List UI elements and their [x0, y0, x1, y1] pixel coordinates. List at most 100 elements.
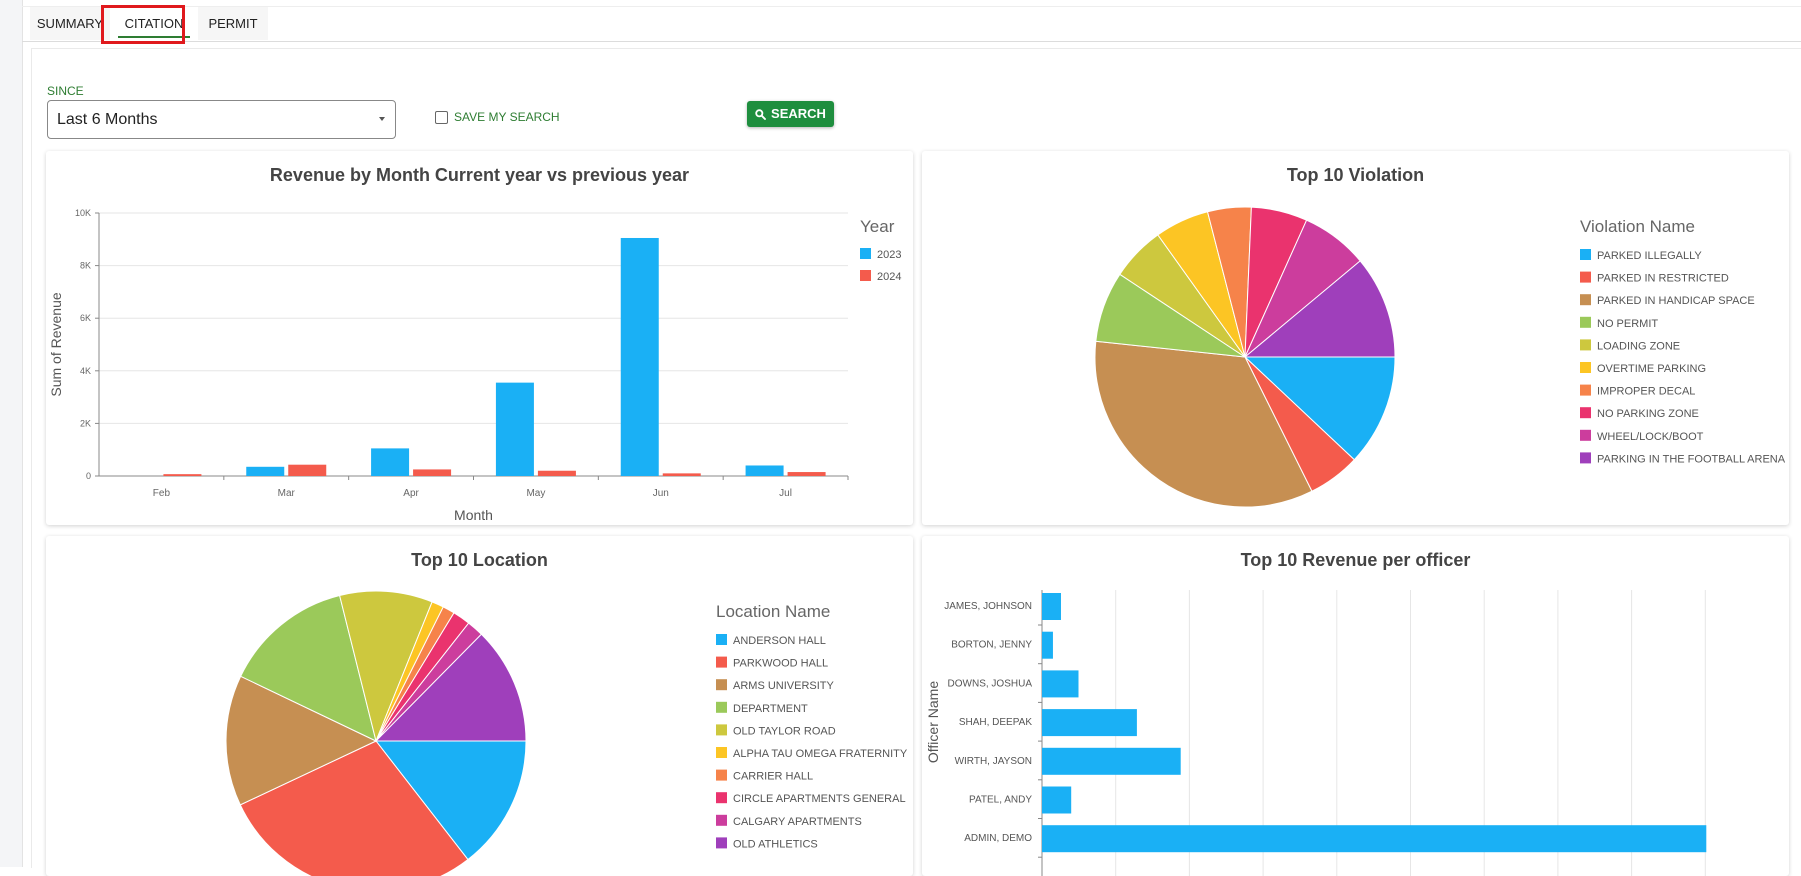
legend-label-7: CIRCLE APARTMENTS GENERAL [733, 793, 906, 805]
legend-swatch-9 [716, 837, 727, 849]
legend-label-8: WHEEL/LOCK/BOOT [1597, 431, 1704, 443]
legend-label-9: PARKING IN THE FOOTBALL ARENA [1597, 453, 1786, 465]
pie-slice-9 [1243, 260, 1396, 358]
bar-2023-Jul [745, 465, 784, 476]
active-tab-indicator [118, 36, 190, 38]
tab-bar: SUMMARY CITATION PERMIT [22, 6, 1801, 42]
legend-title: Location Name [716, 602, 830, 621]
legend-swatch-4 [716, 724, 727, 736]
legend-swatch-0 [1580, 249, 1591, 260]
x-axis-title: Month [454, 507, 493, 523]
officer-chart-card: Top 10 Revenue per officer JAMES, JOHNSO… [922, 536, 1789, 876]
pie-slice-9 [374, 633, 527, 742]
legend-label-2: ARMS UNIVERSITY [733, 680, 835, 692]
tab-summary[interactable]: SUMMARY [30, 7, 110, 40]
bar-ADMIN, DEMO [1042, 825, 1707, 853]
bar-JAMES, JOHNSON [1042, 593, 1061, 620]
bar-BORTON, JENNY [1042, 631, 1053, 659]
legend-swatch-9 [1580, 452, 1591, 464]
y-tick-label: 2K [80, 418, 91, 428]
bar-2024-Apr [413, 469, 452, 476]
y-tick-label: 6K [80, 313, 91, 323]
bar-2023-Apr [371, 448, 410, 476]
violation-chart-title: Top 10 Violation [1286, 165, 1425, 185]
legend-swatch-5 [1580, 362, 1591, 373]
bar-DOWNS, JOSHUA [1042, 670, 1079, 698]
bar-2024-May [537, 470, 576, 476]
legend-label-0: ANDERSON HALL [733, 635, 826, 647]
officer-chart: JAMES, JOHNSON BORTON, JENNY DOWNS, JOSHUA… [925, 590, 1707, 876]
bar-2024-Feb [163, 474, 202, 476]
bar-SHAH, DEEPAK [1042, 709, 1137, 737]
bar-2023-May [495, 382, 534, 476]
y-axis-title: Officer Name [925, 681, 941, 763]
legend-swatch-8 [1580, 429, 1591, 441]
bar-WIRTH, JAYSON [1042, 747, 1181, 775]
search-button[interactable]: SEARCH [747, 101, 834, 127]
content-frame [31, 48, 1801, 868]
y-tick-label: 10K [75, 208, 91, 218]
legend-label-8: CALGARY APARTMENTS [733, 816, 862, 828]
legend-swatch-4 [1580, 339, 1591, 351]
pie-slice-0 [1243, 356, 1396, 461]
legend-swatch-3 [1580, 316, 1591, 328]
since-select[interactable]: Last 6 Months [47, 100, 396, 139]
legend-label-3: DEPARTMENT [733, 703, 808, 715]
legend-swatch-7 [1580, 407, 1591, 419]
legend-label-5: ALPHA TAU OMEGA FRATERNITY [733, 748, 908, 760]
save-search-checkbox[interactable] [435, 110, 448, 124]
location-chart-title: Top 10 Location [411, 550, 548, 570]
legend-label-4: LOADING ZONE [1597, 340, 1680, 352]
legend-swatch-8 [716, 814, 727, 826]
legend-label-6: CARRIER HALL [733, 771, 813, 783]
location-chart-card: Top 10 Location Location Name ANDERSON HA… [46, 536, 913, 876]
legend-label-5: OVERTIME PARKING [1597, 363, 1706, 375]
legend-swatch-7 [716, 792, 727, 804]
legend-swatch-0 [716, 634, 727, 645]
y-axis-title: Sum of Revenue [48, 292, 64, 396]
x-tick-label: Apr [403, 488, 419, 499]
revenue-chart-card: Revenue by Month Current year vs previou… [46, 151, 913, 525]
legend-swatch-2 [716, 679, 727, 691]
tab-permit[interactable]: PERMIT [198, 7, 268, 40]
y-tick-label: 8K [80, 261, 91, 271]
legend-swatch-2 [1580, 294, 1591, 306]
bar-2024-Jun [662, 473, 701, 476]
tab-citation-label: CITATION [124, 16, 184, 31]
bar-2023-Mar [246, 466, 285, 476]
legend-label-1: PARKWOOD HALL [733, 658, 828, 670]
violation-chart: Violation Name PARKED ILLEGALLY PARKED IN … [1094, 206, 1786, 508]
location-chart: Location Name ANDERSON HALL PARKWOOD HALL A… [225, 590, 908, 876]
since-label: SINCE [47, 84, 84, 98]
violation-chart-card: Top 10 Violation Violation Name PARKED IL… [922, 151, 1789, 525]
legend-title: Year [860, 217, 895, 236]
tab-citation[interactable]: CITATION [110, 7, 198, 40]
legend-swatch-1 [716, 656, 727, 668]
search-icon [755, 108, 766, 120]
legend-swatch-6 [1580, 384, 1591, 396]
legend-label-2: PARKED IN HANDICAP SPACE [1597, 295, 1755, 307]
x-tick-label: Jul [779, 488, 792, 499]
pie-slice-2 [225, 675, 378, 806]
y-tick-label: BORTON, JENNY [951, 640, 1032, 651]
legend-label-6: IMPROPER DECAL [1597, 386, 1695, 398]
legend-label-1: PARKED IN RESTRICTED [1597, 273, 1729, 285]
y-tick-label: WIRTH, JAYSON [955, 756, 1032, 767]
bar-PATEL, ANDY [1042, 786, 1072, 814]
bar-2024-Mar [288, 464, 327, 476]
save-search-control[interactable]: SAVE MY SEARCH [435, 109, 560, 125]
x-tick-label: Mar [278, 488, 296, 499]
legend-label-4: OLD TAYLOR ROAD [733, 725, 836, 737]
bar-2023-Jun [620, 237, 659, 476]
legend-label-2024: 2024 [877, 271, 901, 283]
legend-swatch-2024 [860, 270, 871, 281]
pie-slice-2 [1094, 340, 1313, 508]
y-tick-label: 0 [86, 471, 91, 481]
x-tick-label: Feb [153, 488, 171, 499]
legend-swatch-2023 [860, 248, 871, 259]
revenue-chart-title: Revenue by Month Current year vs previou… [269, 165, 690, 185]
legend-swatch-1 [1580, 271, 1591, 283]
bar-2024-Jul [787, 472, 826, 476]
y-tick-label: PATEL, ANDY [969, 795, 1032, 806]
x-tick-label: May [526, 488, 545, 499]
